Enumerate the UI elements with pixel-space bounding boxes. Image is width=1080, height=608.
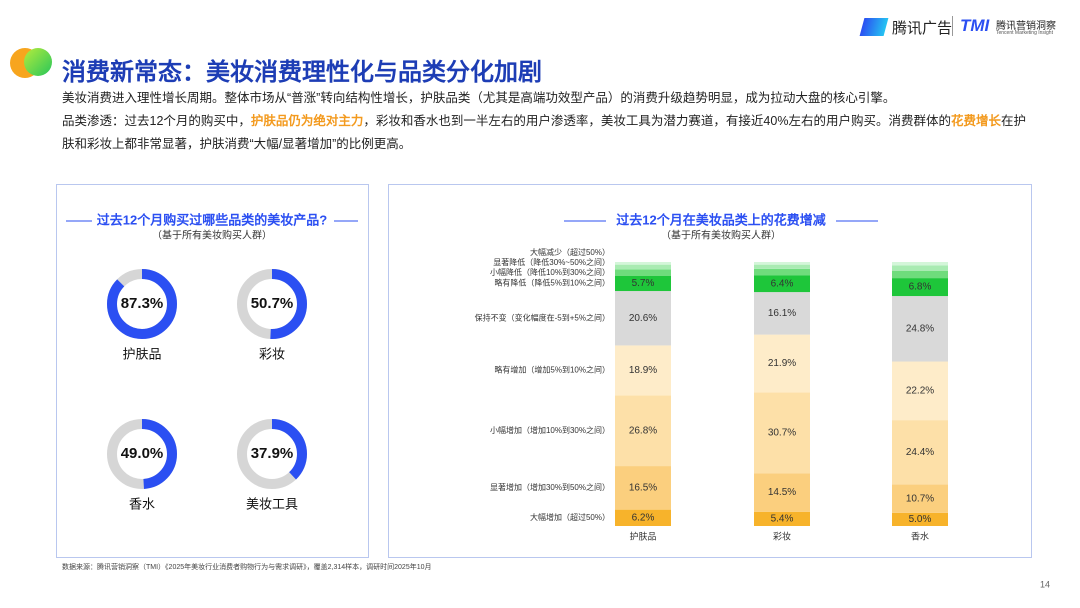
value-label: 16.5%: [629, 482, 657, 493]
bar-segment: [615, 395, 671, 467]
category-label: 彩妆: [259, 346, 285, 361]
brand: 腾讯营销洞察: [996, 21, 1056, 32]
legend-label: 显著降低（降低30%~50%之间）: [493, 257, 610, 267]
page-number: 14: [1040, 579, 1050, 589]
intro: 品类渗透：过去12个月的购买中，护肤品仍为绝对主力，彩妆和香水也到一半左右的用户…: [62, 110, 1032, 156]
text: 在护肤和彩妆上都非常显著，护肤消费“大幅/显著增加”的比例更高。: [62, 114, 1026, 151]
chart-subtitle: （基于所有美妆购买人群）: [661, 229, 781, 242]
bar-segment: [892, 512, 948, 526]
bar-segment: [754, 262, 810, 265]
value-label: 6.2%: [632, 512, 655, 523]
text: ，彩妆和香水也到一半左右的用户渗透率，美妆工具为潜力赛道，有接近40%左右的用户…: [363, 114, 951, 128]
value-label: 6.8%: [909, 282, 932, 293]
brand: Tencent Marketing Insight: [996, 30, 1053, 36]
brand: TMI: [960, 16, 990, 35]
donut-arc: [237, 269, 307, 339]
value-label: 87.3%: [121, 295, 164, 312]
value-label: 24.4%: [906, 447, 934, 458]
bar-segment: [615, 291, 671, 346]
highlight: 护肤品仍为绝对主力: [250, 114, 364, 128]
bar-segment: [754, 292, 810, 335]
bar-segment: [892, 265, 948, 271]
bar-segment: [615, 269, 671, 276]
legend-label: 大幅减少（超过50%）: [530, 247, 610, 257]
donut-arc: [237, 419, 307, 489]
bar-segment: [892, 262, 948, 266]
value-label: 49.0%: [121, 445, 164, 462]
bar-segment: [892, 296, 948, 362]
bar-segment: [754, 473, 810, 512]
bar-segment: [892, 420, 948, 485]
highlight: 花费增长: [950, 114, 1001, 128]
intro: 美妆消费进入理性增长周期。整体市场从“普涨”转向结构性增长，护肤品类（尤其是高端…: [62, 91, 896, 105]
legend-label: 略有降低（降低5%到10%之间）: [494, 278, 610, 288]
legend-label: 小幅增加（增加10%到30%之间）: [490, 425, 610, 435]
bar-segment: [892, 361, 948, 421]
bar-segment: [615, 264, 671, 270]
legend-label: 显著增加（增加30%到50%之间）: [490, 482, 610, 492]
bar-segment: [892, 270, 948, 279]
value-label: 6.4%: [771, 278, 794, 289]
category-label: 香水: [911, 530, 929, 541]
value-label: 5.7%: [632, 278, 655, 289]
donut-arc: [107, 269, 177, 339]
bar-segment: [754, 275, 810, 293]
text: 品类渗透：过去12个月的购买中，: [62, 114, 251, 128]
legend-label: 小幅降低（降低10%到30%之间）: [490, 267, 610, 277]
legend-label: 略有增加（增加5%到10%之间）: [494, 364, 610, 374]
bar-segment: [615, 262, 671, 265]
value-label: 30.7%: [768, 428, 796, 439]
value-label: 37.9%: [251, 445, 294, 462]
bar-segment: [615, 275, 671, 292]
bar-segment: [892, 484, 948, 513]
donut-arc: [107, 419, 177, 489]
bar-segment: [615, 466, 671, 510]
chart-title: 过去12个月购买过哪些品类的美妆产品?: [97, 212, 327, 227]
legend-label: 保持不变（变化幅度在-5到+5%之间）: [475, 312, 610, 322]
category-label: 香水: [129, 496, 155, 511]
value-label: 24.8%: [906, 323, 934, 334]
source: 数据来源：腾讯营销洞察（TMI）《2025年美妆行业消费者购物行为与需求调研》，…: [62, 562, 432, 571]
brand: 腾讯广告: [892, 20, 953, 37]
logo-dot: [24, 48, 52, 76]
value-label: 50.7%: [251, 295, 294, 312]
value-label: 18.9%: [629, 365, 657, 376]
bar-segment: [615, 345, 671, 396]
chart-subtitle: （基于所有美妆购买人群）: [152, 229, 272, 242]
bar-segment: [754, 334, 810, 393]
value-label: 5.0%: [909, 514, 932, 525]
value-label: 22.2%: [906, 385, 934, 396]
value-label: 20.6%: [629, 313, 657, 324]
title: 消费新常态：美妆消费理性化与品类分化加剧: [62, 59, 542, 86]
category-label: 彩妆: [773, 530, 791, 541]
divider: [952, 16, 953, 36]
bar-segment: [615, 509, 671, 526]
panel: [56, 184, 369, 558]
bar-segment: [754, 511, 810, 526]
legend-label: 大幅增加（超过50%）: [530, 512, 610, 522]
chart-title: 过去12个月在美妆品类上的花费增减: [616, 212, 825, 227]
bar-segment: [754, 268, 810, 276]
value-label: 16.1%: [768, 308, 796, 319]
value-label: 26.8%: [629, 425, 657, 436]
bar-segment: [754, 264, 810, 269]
category-label: 护肤品: [122, 346, 161, 361]
value-label: 14.5%: [768, 487, 796, 498]
bar-segment: [892, 278, 948, 297]
value-label: 21.9%: [768, 358, 796, 369]
value-label: 10.7%: [906, 493, 934, 504]
category-label: 护肤品: [629, 530, 656, 541]
category-label: 美妆工具: [246, 496, 298, 511]
bar-segment: [754, 392, 810, 474]
value-label: 5.4%: [771, 514, 794, 525]
